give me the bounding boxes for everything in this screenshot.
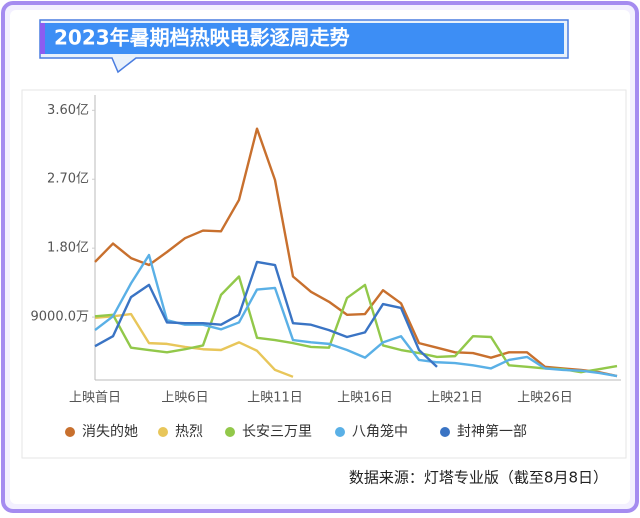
legend-marker: [225, 427, 235, 437]
legend-marker: [440, 427, 450, 437]
series-line: [94, 275, 618, 374]
legend-label: 封神第一部: [457, 423, 527, 440]
x-tick-label: 上映21日: [427, 391, 483, 406]
legend-label: 消失的她: [82, 424, 138, 440]
legend-marker: [335, 427, 345, 437]
x-tick-label: 上映16日: [337, 391, 393, 406]
legend-label: 热烈: [175, 424, 203, 440]
x-tick-label: 上映6日: [161, 391, 208, 406]
x-tick-label: 上映11日: [247, 391, 303, 406]
title-accent: [40, 23, 45, 54]
legend-label: 长安三万里: [242, 424, 312, 440]
y-tick-label: 2.70亿: [47, 172, 89, 187]
source-note: 数据来源：灯塔专业版（截至8月8日）: [349, 469, 608, 487]
legend-marker: [158, 427, 168, 437]
x-tick-label: 上映首日: [69, 391, 121, 406]
y-tick-label: 1.80亿: [47, 241, 89, 256]
series-line: [94, 260, 438, 368]
legend-marker: [65, 427, 75, 437]
plot-frame: [21, 89, 627, 459]
x-tick-label: 上映26日: [517, 391, 573, 406]
y-tick-label: 3.60亿: [47, 103, 89, 118]
series-line: [94, 127, 618, 378]
chart-title: 2023年暑期档热映电影逐周走势: [54, 26, 350, 50]
y-tick-label: 9000.0万: [31, 310, 90, 325]
legend-label: 八角笼中: [352, 423, 408, 440]
title-bar: [44, 23, 564, 54]
